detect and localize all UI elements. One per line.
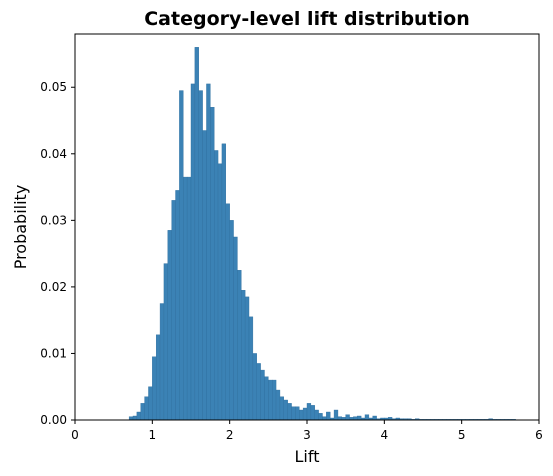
histogram-bar [248, 316, 254, 421]
histogram-bar [132, 415, 138, 421]
histogram-bar [175, 190, 180, 421]
histogram-bar [159, 303, 165, 421]
bars-group [128, 47, 516, 421]
histogram-bar [183, 176, 188, 421]
histogram-bar [163, 263, 168, 421]
histogram-bar [287, 403, 292, 421]
histogram-bar [179, 90, 184, 421]
y-ticks: 0.00 0.01 0.02 0.03 0.04 0.05 [40, 80, 75, 427]
y-tick-label: 0.02 [40, 280, 67, 294]
histogram-bar [306, 403, 312, 421]
histogram-bar [310, 405, 315, 421]
histogram-bar [268, 379, 273, 421]
histogram-bar [152, 356, 157, 421]
histogram-bar [291, 406, 296, 421]
x-axis-label: Lift [295, 447, 320, 466]
histogram-bar [241, 290, 246, 421]
histogram-bar [198, 90, 203, 421]
histogram-bar [229, 220, 234, 421]
histogram-bar [155, 334, 161, 421]
axes-group [74, 33, 540, 421]
histogram-bar [140, 403, 145, 421]
histogram-bar [326, 411, 331, 421]
histogram-bar [364, 414, 370, 421]
histogram-bar [233, 236, 238, 421]
histogram-bar [260, 369, 265, 421]
histogram-bar [333, 409, 339, 421]
histogram-bar [275, 389, 281, 421]
histogram-bar [252, 353, 257, 421]
y-tick-label: 0.00 [40, 413, 67, 427]
histogram-bar [295, 406, 300, 421]
histogram-bar [302, 407, 308, 421]
histogram-bar [190, 83, 196, 421]
histogram-bar [171, 200, 176, 421]
x-tick-label: 3 [303, 428, 311, 442]
histogram-bar [244, 296, 250, 421]
plot-frame [74, 33, 540, 421]
x-ticks: 0 1 2 3 4 5 6 [71, 420, 543, 442]
histogram-bar [357, 415, 362, 421]
x-tick-label: 1 [149, 428, 157, 442]
x-tick-label: 5 [458, 428, 466, 442]
histogram-bar [202, 130, 207, 421]
histogram-bar [279, 396, 284, 421]
y-tick-label: 0.05 [40, 80, 67, 94]
x-tick-label: 4 [381, 428, 389, 442]
histogram-bar [186, 176, 192, 421]
histogram-bar [256, 363, 261, 421]
histogram-bar [136, 411, 141, 421]
histogram-bar [237, 270, 242, 421]
y-tick-label: 0.01 [40, 346, 67, 360]
histogram-bar [194, 47, 199, 421]
histogram-bar [144, 396, 149, 421]
y-axis-label: Probability [11, 185, 30, 270]
histogram-bar [225, 203, 230, 421]
chart-title: Category-level lift distribution [144, 8, 470, 30]
histogram-bar [345, 414, 350, 421]
histogram-bar [210, 107, 215, 421]
histogram-bar [299, 409, 304, 421]
histogram-bar [213, 150, 219, 421]
x-tick-label: 6 [535, 428, 543, 442]
histogram-bar [272, 379, 277, 421]
histogram-bar [217, 163, 223, 421]
x-tick-label: 0 [71, 428, 79, 442]
histogram-bar [318, 413, 323, 421]
histogram-bar [206, 83, 211, 421]
histogram-bar [283, 399, 288, 421]
histogram-bar [314, 409, 319, 421]
y-tick-label: 0.03 [40, 213, 67, 227]
y-tick-label: 0.04 [40, 147, 67, 161]
histogram-bar [221, 143, 226, 421]
histogram-bar [372, 415, 377, 421]
histogram-bar [167, 230, 172, 421]
histogram-bar [148, 386, 153, 421]
histogram-bar [264, 376, 269, 421]
x-tick-label: 2 [226, 428, 234, 442]
